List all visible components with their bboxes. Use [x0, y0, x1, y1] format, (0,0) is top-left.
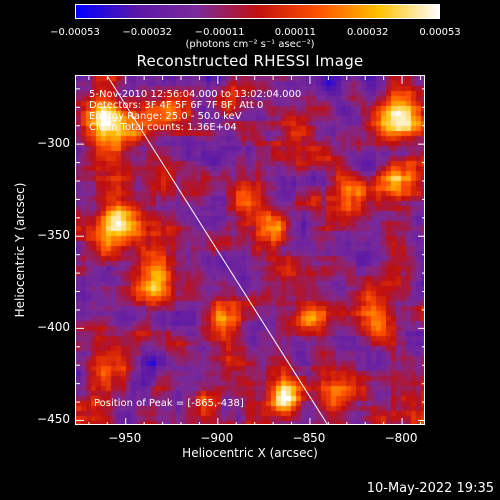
colorbar-tick-label: 0.00053 [419, 27, 461, 38]
y-tick-label: −400 [37, 320, 70, 335]
solar-limb-line [106, 76, 328, 424]
plot-area: 5-Nov-2010 12:56:04.000 to 13:02:04.000 … [75, 75, 425, 425]
heatmap-image [76, 76, 424, 424]
y-tick-label: −300 [37, 136, 70, 151]
y-tick-label: −350 [37, 228, 70, 243]
annotation-energy: Energy Range: 25.0 - 50.0 keV [89, 111, 242, 122]
colorbar [75, 4, 440, 19]
colorbar-tick-label: −0.00011 [194, 27, 245, 38]
x-tick-label: −950 [108, 431, 142, 445]
x-tick-label: −800 [384, 431, 418, 445]
colorbar-tick-label: −0.00032 [122, 27, 173, 38]
x-tick-label: −900 [200, 431, 234, 445]
annotation-time-range: 5-Nov-2010 12:56:04.000 to 13:02:04.000 [89, 89, 302, 100]
colorbar-tick-label: 0.00032 [347, 27, 389, 38]
x-axis-label: Heliocentric X (arcsec) [182, 446, 318, 460]
annotation-detectors: Detectors: 3F 4F 5F 6F 7F 8F, Att 0 [89, 100, 264, 111]
colorbar-tick-label: −0.00053 [50, 27, 100, 38]
chart-title: Reconstructed RHESSI Image [136, 52, 364, 70]
annotation-peak-position: Position of Peak = [-865,-438] [94, 398, 244, 409]
x-tick-label: −850 [292, 431, 326, 445]
y-tick-label: −450 [37, 412, 70, 427]
timestamp-footer: 10-May-2022 19:35 [366, 481, 494, 496]
colorbar-tick-label: 0.00011 [274, 27, 317, 38]
plot-overlay [76, 76, 424, 424]
annotation-method: Clean Total counts: 1.36E+04 [89, 122, 237, 133]
y-axis-label: Heliocentric Y (arcsec) [13, 182, 27, 318]
colorbar-unit-label: (photons cm⁻² s⁻¹ asec⁻²) [185, 39, 315, 50]
